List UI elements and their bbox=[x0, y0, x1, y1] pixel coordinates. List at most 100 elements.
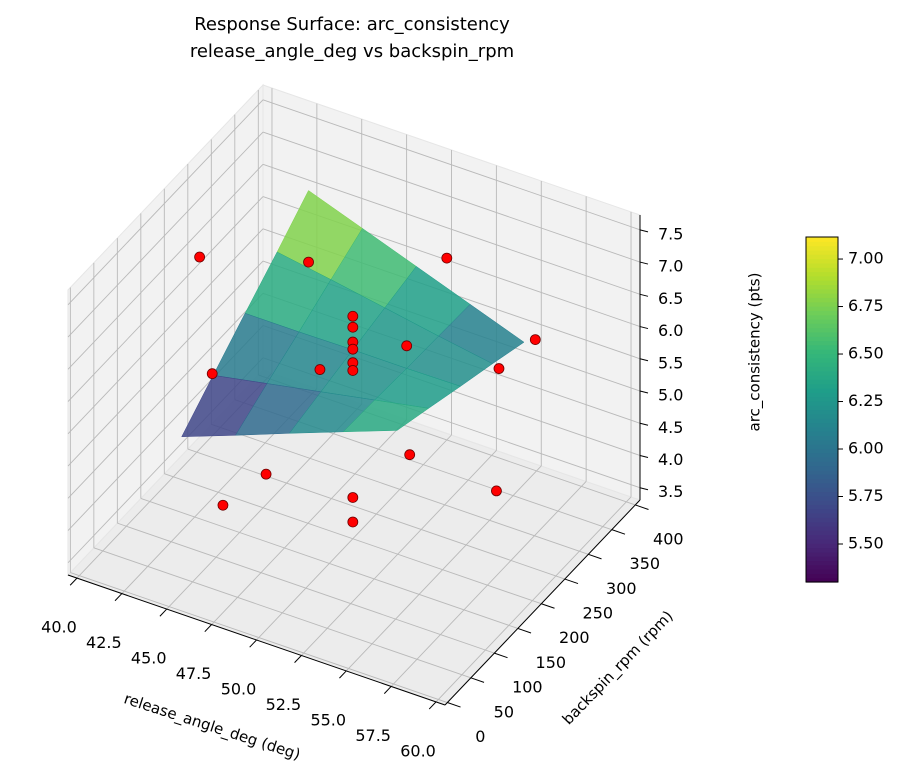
colorbar-slice bbox=[806, 370, 838, 376]
data-point bbox=[347, 492, 359, 503]
data-point bbox=[347, 516, 359, 528]
z-tick-label: 7.0 bbox=[658, 257, 683, 276]
colorbar-slice bbox=[806, 353, 838, 359]
colorbar-slice bbox=[806, 538, 838, 544]
grid-line bbox=[166, 403, 363, 610]
colorbar-slice bbox=[806, 418, 838, 424]
colorbar-slice bbox=[806, 525, 838, 531]
colorbar-slice bbox=[806, 435, 838, 441]
colorbar-slice bbox=[806, 569, 838, 574]
data-point bbox=[493, 363, 505, 374]
colorbar-slice bbox=[806, 534, 838, 540]
colorbar-tick-label: 6.00 bbox=[848, 439, 884, 458]
y-axis-label: backspin_rpm (rpm) bbox=[559, 607, 678, 729]
colorbar-slice bbox=[806, 482, 838, 488]
colorbar-slice bbox=[806, 413, 838, 419]
colorbar-slice bbox=[806, 478, 838, 484]
colorbar-slice bbox=[806, 267, 838, 273]
x-tick bbox=[204, 624, 212, 633]
grid-line bbox=[140, 498, 518, 629]
x-tick-label: 40.0 bbox=[41, 618, 77, 637]
axis-line bbox=[67, 574, 446, 706]
grid-line bbox=[164, 473, 542, 605]
colorbar-tick-label: 5.75 bbox=[848, 486, 884, 505]
data-point bbox=[401, 340, 413, 352]
y-tick-label: 300 bbox=[606, 579, 637, 598]
colorbar-slice bbox=[806, 400, 838, 406]
z-tick-label: 7.5 bbox=[658, 224, 683, 243]
colorbar-slice bbox=[806, 366, 838, 372]
colorbar-slice bbox=[806, 487, 838, 493]
y-tick bbox=[517, 627, 532, 634]
z-tick bbox=[639, 487, 649, 491]
colorbar-slice bbox=[806, 573, 838, 579]
colorbar-slice bbox=[806, 340, 838, 346]
data-point bbox=[347, 310, 359, 322]
y-tick bbox=[564, 578, 579, 585]
colorbar-slice bbox=[806, 547, 838, 553]
colorbar-slice bbox=[806, 491, 838, 497]
colorbar-slice bbox=[806, 456, 838, 462]
x-tick-label: 55.0 bbox=[310, 710, 346, 729]
y-tick-label: 250 bbox=[583, 604, 614, 623]
x-tick-label: 42.5 bbox=[86, 633, 122, 652]
colorbar-slice bbox=[806, 500, 838, 505]
surface-patch bbox=[342, 399, 430, 433]
y-tick-label: 0 bbox=[475, 727, 485, 746]
x-tick bbox=[249, 639, 257, 648]
colorbar-slice bbox=[806, 396, 838, 402]
y-tick bbox=[470, 677, 485, 683]
colorbar-slice bbox=[806, 297, 838, 303]
colorbar-slice bbox=[806, 331, 838, 337]
colorbar-slice bbox=[806, 362, 838, 367]
colorbar-slice bbox=[806, 327, 838, 333]
colorbar-slice bbox=[806, 262, 838, 268]
data-point bbox=[206, 368, 218, 380]
grid-line bbox=[262, 131, 641, 263]
grid-line bbox=[67, 260, 264, 467]
colorbar-slice bbox=[806, 375, 838, 380]
axis-line bbox=[444, 499, 641, 706]
z-tick-label: 6.5 bbox=[658, 289, 683, 308]
data-point bbox=[194, 251, 206, 263]
grid-line bbox=[67, 292, 264, 499]
grid-line bbox=[262, 163, 641, 295]
z-axis-label: arc_consistency (pts) bbox=[746, 273, 765, 432]
colorbar-slice bbox=[806, 513, 838, 518]
x-tick-label: 45.0 bbox=[131, 649, 167, 668]
z-tick bbox=[639, 326, 649, 330]
colorbar-slice bbox=[806, 405, 838, 411]
colorbar-slice bbox=[806, 301, 838, 307]
y-tick bbox=[611, 529, 626, 535]
colorbar-slice bbox=[806, 495, 838, 501]
colorbar-slice bbox=[806, 241, 838, 247]
colorbar-slice bbox=[806, 452, 838, 458]
colorbar-slice bbox=[806, 431, 838, 436]
colorbar-slice bbox=[806, 409, 838, 415]
colorbar-slice bbox=[806, 560, 838, 566]
colorbar-slice bbox=[806, 543, 838, 549]
colorbar-slice bbox=[806, 439, 838, 445]
y-tick bbox=[588, 553, 602, 560]
grid-line bbox=[67, 99, 264, 306]
x-tick bbox=[114, 593, 123, 602]
z-tick-label: 6.0 bbox=[658, 321, 683, 340]
colorbar-slice bbox=[806, 508, 838, 514]
data-point bbox=[217, 499, 229, 511]
data-point bbox=[529, 334, 541, 345]
colorbar-slice bbox=[806, 288, 838, 294]
grid-line bbox=[67, 196, 264, 402]
z-tick-label: 5.0 bbox=[658, 386, 683, 405]
grid-line bbox=[345, 465, 542, 672]
y-tick bbox=[494, 652, 508, 659]
colorbar-tick-label: 6.25 bbox=[848, 391, 884, 410]
colorbar-slice bbox=[806, 323, 838, 329]
x-tick bbox=[159, 608, 168, 617]
colorbar-slice bbox=[806, 392, 838, 398]
data-point bbox=[491, 485, 502, 497]
colorbar-slice bbox=[806, 344, 838, 350]
y-tick-label: 150 bbox=[536, 653, 567, 672]
chart-subtitle: release_angle_deg vs backspin_rpm bbox=[190, 41, 514, 62]
x-tick bbox=[339, 670, 347, 679]
